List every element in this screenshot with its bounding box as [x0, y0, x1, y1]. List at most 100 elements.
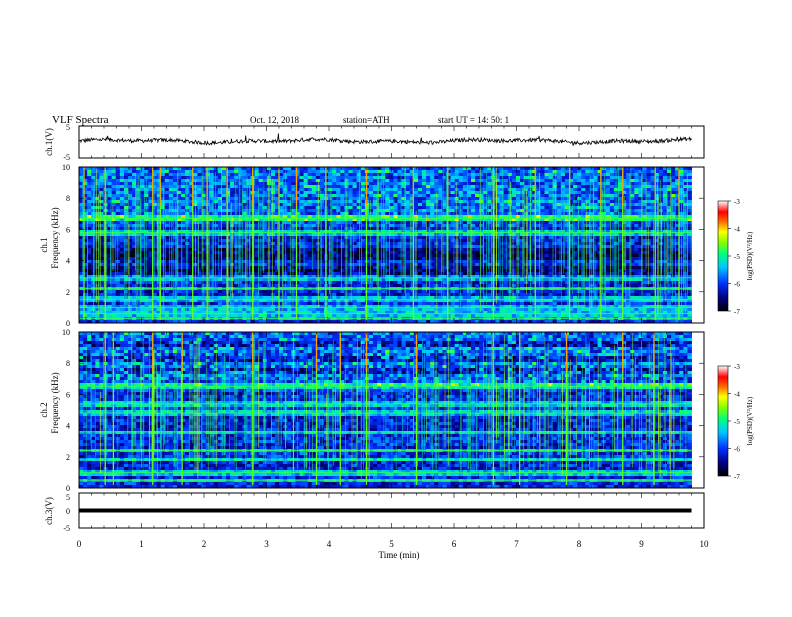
- spectrogram-cell: [369, 236, 373, 239]
- spectrogram-cell: [606, 170, 610, 173]
- spectrogram-cell: [671, 173, 675, 176]
- spectrogram-cell: [308, 242, 312, 245]
- spectrogram-cell: [300, 206, 304, 209]
- spectrogram-cell: [512, 203, 516, 206]
- spectrogram-cell: [606, 233, 610, 236]
- spectrogram-cell: [349, 200, 353, 203]
- spectrogram-cell: [161, 245, 165, 248]
- spectrogram-cell: [500, 197, 504, 200]
- spectrogram-cell: [369, 239, 373, 242]
- spectrogram-cell: [545, 212, 549, 215]
- spectrogram-cell: [606, 254, 610, 257]
- spectrogram-cell: [267, 227, 271, 230]
- spectrogram-cell: [287, 248, 291, 251]
- spectrogram-cell: [173, 176, 177, 179]
- spectrogram-cell: [659, 197, 663, 200]
- spectrogram-cell: [463, 245, 467, 248]
- spectrogram-cell: [455, 236, 459, 239]
- spectrogram-cell: [128, 263, 132, 266]
- spectrogram-cell: [349, 185, 353, 188]
- spectrogram-cell: [385, 191, 389, 194]
- spectrogram-cell: [524, 182, 528, 185]
- spectrogram-cell: [577, 182, 581, 185]
- spectrogram-cell: [144, 215, 148, 218]
- spectrogram-cell: [475, 170, 479, 173]
- spectrogram-cell: [557, 170, 561, 173]
- spectrogram-cell: [610, 170, 614, 173]
- spectrogram-cell: [108, 176, 112, 179]
- spectrogram-cell: [594, 173, 598, 176]
- spectrogram-cell: [532, 185, 536, 188]
- spectrogram-cell: [451, 203, 455, 206]
- spectrogram-cell: [304, 173, 308, 176]
- spectrogram-cell: [585, 233, 589, 236]
- spectrogram-cell: [222, 200, 226, 203]
- spectrogram-cell: [120, 221, 124, 224]
- spectrogram-cell: [414, 170, 418, 173]
- spectrogram-cell: [361, 185, 365, 188]
- spectrogram-cell: [687, 191, 691, 194]
- spectrogram-cell: [312, 185, 316, 188]
- spectrogram-cell: [475, 206, 479, 209]
- spectrogram-cell: [594, 251, 598, 254]
- spectrogram-cell: [406, 254, 410, 257]
- spectrogram-cell: [234, 167, 238, 170]
- spectrogram-cell: [369, 185, 373, 188]
- spectrogram-cell: [500, 209, 504, 212]
- spectrogram-cell: [349, 242, 353, 245]
- spectrogram-cell: [271, 200, 275, 203]
- spectrogram-cell: [455, 257, 459, 260]
- spectrogram-cell: [606, 179, 610, 182]
- spectrogram-cell: [647, 188, 651, 191]
- spectrogram-cell: [451, 227, 455, 230]
- spectrogram-cell: [144, 245, 148, 248]
- spectrogram-cell: [165, 206, 169, 209]
- spectrogram-cell: [287, 260, 291, 263]
- spectrogram-cell: [287, 185, 291, 188]
- spectrogram-cell: [128, 227, 132, 230]
- spectrogram-cell: [385, 233, 389, 236]
- spectrogram-cell: [271, 260, 275, 263]
- spectrogram-cell: [610, 209, 614, 212]
- spectrogram-cell: [418, 242, 422, 245]
- spectrogram-cell: [663, 200, 667, 203]
- spectrogram-cell: [585, 251, 589, 254]
- spectrogram-cell: [385, 209, 389, 212]
- spectrogram-cell: [455, 173, 459, 176]
- spectrogram-cell: [663, 221, 667, 224]
- spectrogram-cell: [300, 185, 304, 188]
- spectrogram-cell: [434, 167, 438, 170]
- spectrogram-cell: [516, 260, 520, 263]
- spectrogram-cell: [357, 227, 361, 230]
- spectrogram-cell: [516, 215, 520, 218]
- spectrogram-cell: [120, 236, 124, 239]
- spectrogram-cell: [634, 254, 638, 257]
- spectrogram-cell: [181, 170, 185, 173]
- spectrogram-cell: [161, 215, 165, 218]
- spectrogram-cell: [287, 242, 291, 245]
- spectrogram-cell: [647, 221, 651, 224]
- spectrogram-cell: [557, 215, 561, 218]
- spectrogram-cell: [369, 200, 373, 203]
- spectrogram-cell: [459, 224, 463, 227]
- spectrogram-cell: [140, 167, 144, 170]
- spectrogram-cell: [463, 236, 467, 239]
- spectrogram-cell: [312, 203, 316, 206]
- spectrogram-cell: [504, 191, 508, 194]
- spectrogram-cell: [79, 236, 83, 239]
- spectrogram-cell: [414, 206, 418, 209]
- spectrogram-cell: [144, 260, 148, 263]
- spectrogram-cell: [393, 188, 397, 191]
- spectrogram-cell: [549, 254, 553, 257]
- spectrogram-cell: [120, 212, 124, 215]
- spectrogram-cell: [536, 260, 540, 263]
- spectrogram-cell: [385, 197, 389, 200]
- spectrogram-cell: [536, 215, 540, 218]
- spectrogram-cell: [373, 179, 377, 182]
- spectrogram-cell: [340, 170, 344, 173]
- spectrogram-cell: [357, 179, 361, 182]
- spectrogram-cell: [557, 242, 561, 245]
- spectrogram-cell: [463, 191, 467, 194]
- spectrogram-cell: [647, 191, 651, 194]
- spectrogram-cell: [161, 179, 165, 182]
